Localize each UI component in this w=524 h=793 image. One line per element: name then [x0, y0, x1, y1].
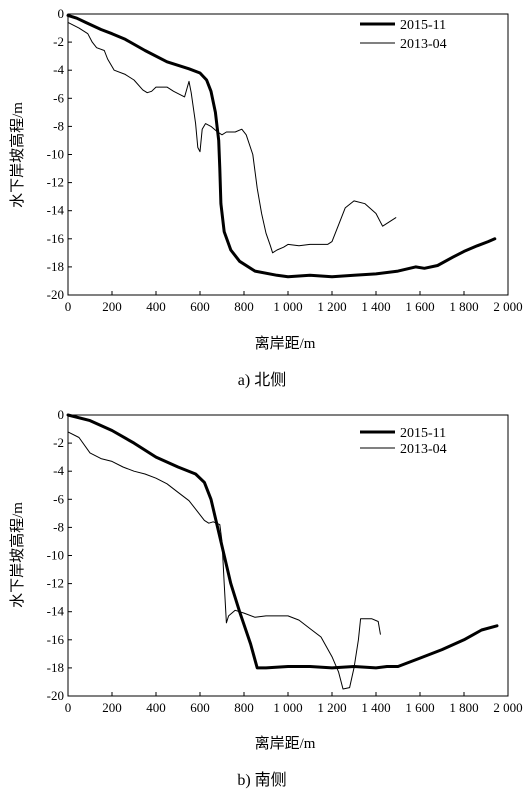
series-lines — [66, 413, 499, 690]
x-tick-label: 800 — [234, 700, 254, 715]
legend: 2015-11 2013-04 — [360, 426, 447, 457]
y-tick-label: 0 — [58, 407, 65, 422]
y-tick-label: -4 — [53, 62, 64, 77]
x-tick-label: 1 400 — [361, 299, 390, 314]
x-tick-label: 0 — [65, 700, 72, 715]
y-tick-label: -16 — [47, 231, 65, 246]
series-lines — [66, 13, 497, 279]
chart-panel-north: 0 200 400 600 800 1 000 1 200 1 400 1 600 1 800 2 … — [9, 6, 523, 389]
x-axis-ticks: 0 200 400 600 800 1 000 1 200 1 400 1 600 1 800 2 … — [65, 291, 523, 314]
y-tick-label: -2 — [53, 435, 64, 450]
y-tick-label: -6 — [53, 90, 64, 105]
series-line-2015-11 — [66, 413, 499, 670]
y-tick-label: -12 — [47, 576, 64, 591]
legend-label-2013-04: 2013-04 — [400, 37, 447, 52]
x-tick-label: 2 000 — [493, 299, 522, 314]
x-tick-label: 2 000 — [493, 700, 522, 715]
plot-frame — [67, 13, 509, 296]
legend-label-2015-11: 2015-11 — [400, 18, 446, 33]
y-tick-label: -2 — [53, 34, 64, 49]
y-tick-label: -18 — [47, 259, 64, 274]
x-axis-label: 离岸距/m — [255, 735, 316, 752]
legend-label-2013-04: 2013-04 — [400, 442, 447, 457]
y-tick-label: -8 — [53, 118, 64, 133]
legend: 2015-11 2013-04 — [360, 18, 447, 52]
plot-frame — [67, 414, 509, 697]
y-tick-label: 0 — [58, 6, 65, 21]
y-tick-label: -16 — [47, 632, 65, 647]
x-tick-label: 400 — [146, 700, 166, 715]
x-axis-ticks: 0 200 400 600 800 1 000 1 200 1 400 1 600 1 800 2 … — [65, 692, 523, 715]
y-tick-label: -8 — [53, 519, 64, 534]
y-axis-label: 水下岸坡高程/m — [9, 102, 26, 208]
y-tick-label: -14 — [47, 604, 65, 619]
x-tick-label: 600 — [190, 299, 210, 314]
x-tick-label: 1 000 — [273, 700, 302, 715]
y-axis-ticks: 0 -2 -4 -6 -8 -10 -12 -14 -16 -18 -20 — [47, 407, 72, 703]
x-axis-label: 离岸距/m — [255, 335, 316, 352]
y-tick-label: -12 — [47, 175, 64, 190]
x-tick-label: 1 800 — [449, 299, 478, 314]
panel-caption: a) 北侧 — [238, 371, 286, 389]
x-tick-label: 1 200 — [317, 700, 346, 715]
x-tick-label: 200 — [102, 299, 122, 314]
x-tick-label: 200 — [102, 700, 122, 715]
x-tick-label: 1 000 — [273, 299, 302, 314]
x-tick-label: 400 — [146, 299, 166, 314]
y-tick-label: -10 — [47, 548, 64, 563]
y-tick-label: -20 — [47, 287, 64, 302]
x-tick-label: 1 600 — [405, 700, 434, 715]
y-tick-label: -18 — [47, 660, 64, 675]
x-tick-label: 1 400 — [361, 700, 390, 715]
y-axis-label: 水下岸坡高程/m — [9, 502, 26, 608]
y-tick-label: -4 — [53, 463, 64, 478]
y-tick-label: -14 — [47, 203, 65, 218]
y-axis-ticks: 0 -2 -4 -6 -8 -10 -12 -14 -16 -18 -20 — [47, 6, 72, 302]
x-tick-label: 600 — [190, 700, 210, 715]
legend-label-2015-11: 2015-11 — [400, 426, 446, 441]
y-tick-label: -10 — [47, 147, 64, 162]
chart-panel-south: 0 200 400 600 800 1 000 1 200 1 400 1 600 1 800 2 … — [9, 407, 523, 789]
series-line-2013-04 — [67, 431, 381, 690]
x-tick-label: 1 600 — [405, 299, 434, 314]
x-tick-label: 1 800 — [449, 700, 478, 715]
y-tick-label: -20 — [47, 688, 64, 703]
x-tick-label: 0 — [65, 299, 72, 314]
series-line-2013-04 — [67, 21, 397, 254]
x-tick-label: 1 200 — [317, 299, 346, 314]
series-line-2015-11 — [66, 13, 497, 279]
panel-caption: b) 南侧 — [237, 771, 286, 789]
y-tick-label: -6 — [53, 491, 64, 506]
x-tick-label: 800 — [234, 299, 254, 314]
